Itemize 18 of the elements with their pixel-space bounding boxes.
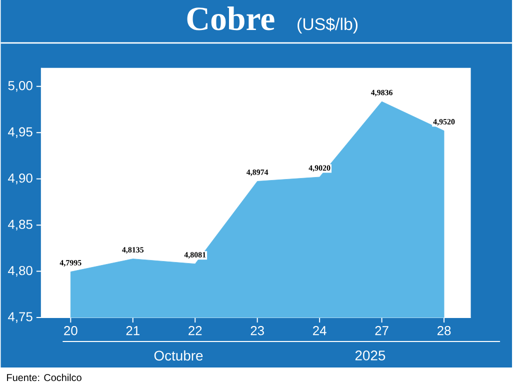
y-tick-label: 4,85 [8, 220, 32, 230]
x-tick-label: 27 [375, 326, 388, 335]
y-tick-label: 4,80 [8, 266, 32, 276]
chart-title: Cobre [187, 6, 274, 30]
x-tick-label: 21 [126, 326, 140, 335]
x-tick-label: 22 [188, 326, 202, 335]
y-tick-label: 4,75 [8, 312, 32, 323]
x-tick-label: 20 [64, 326, 78, 335]
x-tick-label: 28 [437, 326, 451, 335]
text: Octubre [154, 350, 203, 360]
text: 2025 [355, 350, 386, 360]
y-tick-label: 4,90 [8, 173, 32, 184]
y-tick-label: 4,95 [8, 127, 32, 138]
source-note: Fuente: Cochilco [7, 374, 82, 381]
y-tick-label: 5,00 [8, 80, 32, 92]
x-tick-label: 24 [313, 326, 326, 335]
x-tick-label: 23 [250, 326, 264, 335]
chart-subtitle: (US$/lb) [298, 17, 358, 34]
